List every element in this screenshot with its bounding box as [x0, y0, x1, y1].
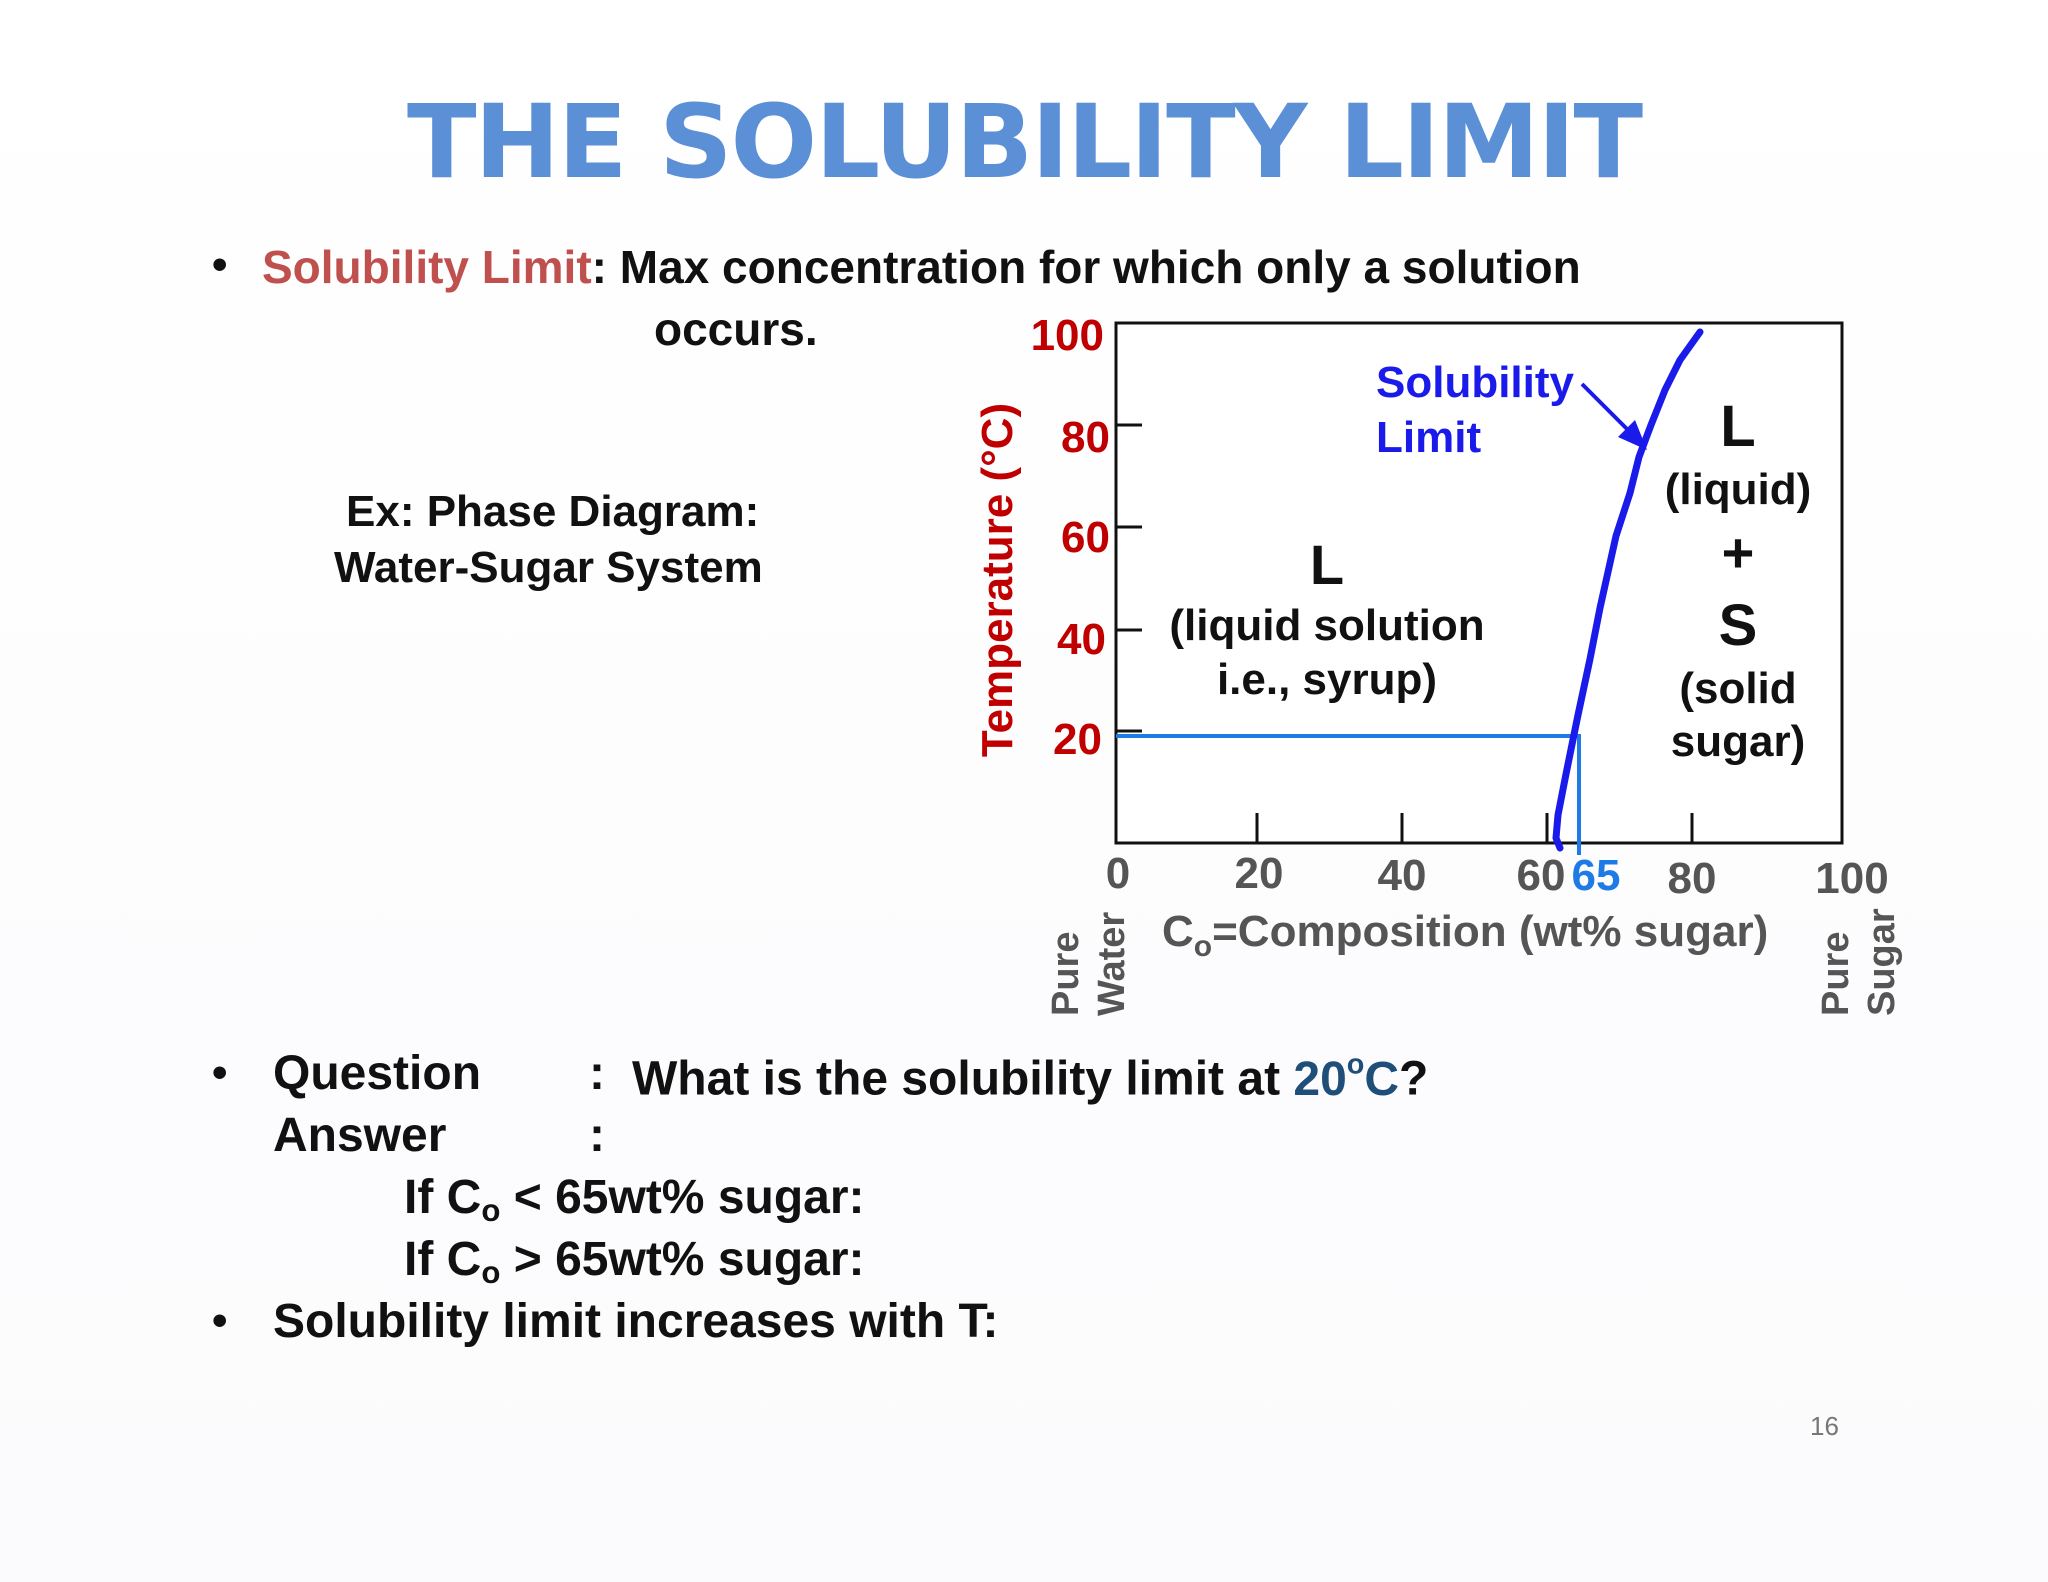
- y-tick-label-20: 20: [1053, 715, 1102, 764]
- y-axis-label: Temperature (°C): [973, 403, 1022, 757]
- definition-text: : Max concentration for which only a sol…: [591, 241, 1581, 293]
- x-tick-label-0: 0: [1106, 849, 1130, 898]
- solubility-arrow-line: [1580, 382, 1632, 434]
- solubility-arrow-head: [1618, 420, 1647, 450]
- question-text: What is the solubility limit at 20oC?: [632, 1048, 1429, 1106]
- page-number: 16: [1810, 1411, 1839, 1441]
- curve-label-line-1: Solubility: [1376, 358, 1575, 407]
- pure-water-label-1: Pure: [1045, 932, 1087, 1016]
- x-tick-label-100: 100: [1815, 854, 1888, 903]
- solubility-limit-curve: [1552, 328, 1704, 852]
- pure-sugar-label-2: Sugar: [1861, 908, 1903, 1016]
- question-colon: :: [589, 1047, 605, 1100]
- bullet-dot-3: •: [212, 1296, 228, 1345]
- bullet-dot-1: •: [212, 240, 228, 289]
- y-tick-label-60: 60: [1061, 513, 1110, 562]
- x-tick-label-20: 20: [1235, 849, 1284, 898]
- question-label: Question: [273, 1047, 482, 1100]
- y-tick-label-80: 80: [1061, 413, 1110, 462]
- x-tick-label-80: 80: [1668, 854, 1717, 903]
- region-l-line-1: (liquid solution: [1169, 601, 1484, 650]
- question-temperature: 20oC: [1293, 1048, 1400, 1106]
- region-ls-symbol-l: L: [1720, 394, 1755, 459]
- guide-line-20c: [1116, 734, 1581, 855]
- definition-continued: occurs.: [654, 303, 818, 355]
- pure-sugar-label-1: Pure: [1815, 932, 1857, 1016]
- answer-colon: :: [589, 1109, 605, 1162]
- region-ls-plus: +: [1722, 521, 1755, 584]
- region-ls-solid: (solid: [1679, 664, 1796, 713]
- region-l-line-2: i.e., syrup): [1217, 655, 1437, 704]
- x-tick-label-40: 40: [1378, 851, 1427, 900]
- x-axis-label: Co=Composition (wt% sugar): [1162, 907, 1768, 963]
- slide-title: THE SOLUBILITY LIMIT: [406, 83, 1643, 202]
- definition-line: Solubility Limit: Max concentration for …: [262, 244, 1581, 290]
- x-tick-label-60: 60: [1517, 851, 1566, 900]
- answer-case-below: If Co < 65wt% sugar:: [404, 1171, 865, 1228]
- answer-label: Answer: [273, 1109, 447, 1162]
- x-tick-label-65: 65: [1572, 851, 1621, 900]
- example-line-1: Ex: Phase Diagram:: [346, 487, 760, 536]
- answer-case-above: If Co > 65wt% sugar:: [404, 1233, 865, 1290]
- region-ls-symbol-s: S: [1719, 593, 1758, 658]
- y-tick-label-40: 40: [1057, 615, 1106, 664]
- pure-water-label-2: Water: [1091, 912, 1133, 1016]
- curve-label-line-2: Limit: [1376, 413, 1481, 462]
- example-line-2: Water-Sugar System: [334, 543, 763, 592]
- bullet-dot-2: •: [212, 1048, 228, 1097]
- y-tick-label-100: 100: [1031, 311, 1104, 360]
- region-ls-sugar: sugar): [1671, 717, 1805, 766]
- definition-term: Solubility Limit: [262, 241, 592, 293]
- plot-frame: [1114, 321, 1844, 845]
- solubility-trend-line: Solubility limit increases with T:: [273, 1295, 999, 1348]
- region-l-symbol: L: [1310, 533, 1344, 596]
- region-ls-liquid: (liquid): [1665, 465, 1812, 514]
